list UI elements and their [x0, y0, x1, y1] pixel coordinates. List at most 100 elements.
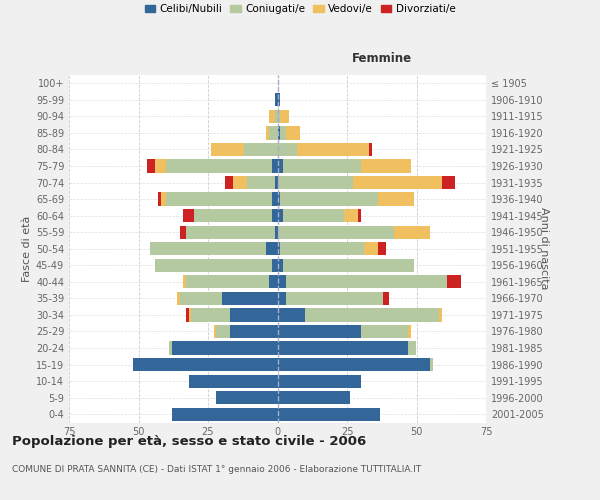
Bar: [244, 143, 277, 156]
Bar: [149, 242, 266, 256]
Bar: [155, 160, 166, 172]
Bar: [161, 192, 166, 205]
Bar: [275, 226, 277, 239]
Bar: [183, 275, 186, 288]
Bar: [272, 209, 277, 222]
Bar: [383, 292, 389, 305]
Bar: [186, 275, 269, 288]
Bar: [358, 209, 361, 222]
Bar: [269, 110, 275, 123]
Bar: [286, 292, 383, 305]
Bar: [277, 176, 353, 189]
Text: Femmine: Femmine: [352, 52, 412, 64]
Bar: [158, 192, 161, 205]
Bar: [147, 160, 155, 172]
Bar: [194, 209, 272, 222]
Bar: [186, 308, 188, 322]
Bar: [272, 160, 277, 172]
Bar: [277, 342, 408, 354]
Bar: [280, 192, 377, 205]
Bar: [361, 160, 411, 172]
Bar: [169, 342, 172, 354]
Bar: [277, 391, 350, 404]
Bar: [280, 242, 364, 256]
Legend: Celibi/Nubili, Coniugati/e, Vedovi/e, Divorziati/e: Celibi/Nubili, Coniugati/e, Vedovi/e, Di…: [140, 0, 460, 18]
Bar: [305, 308, 439, 322]
Bar: [277, 192, 280, 205]
Bar: [166, 160, 272, 172]
Bar: [286, 126, 300, 140]
Bar: [277, 258, 283, 272]
Bar: [166, 192, 272, 205]
Bar: [191, 308, 230, 322]
Bar: [266, 126, 269, 140]
Bar: [277, 292, 286, 305]
Bar: [283, 209, 344, 222]
Bar: [394, 226, 430, 239]
Bar: [247, 176, 275, 189]
Bar: [183, 209, 194, 222]
Bar: [283, 160, 361, 172]
Bar: [230, 308, 277, 322]
Bar: [361, 325, 408, 338]
Bar: [280, 126, 286, 140]
Bar: [269, 126, 277, 140]
Bar: [286, 275, 447, 288]
Bar: [364, 242, 377, 256]
Bar: [272, 192, 277, 205]
Bar: [277, 242, 280, 256]
Bar: [277, 226, 394, 239]
Bar: [430, 358, 433, 371]
Bar: [133, 358, 277, 371]
Bar: [408, 342, 416, 354]
Bar: [188, 374, 277, 388]
Bar: [344, 209, 358, 222]
Bar: [211, 143, 244, 156]
Bar: [447, 275, 461, 288]
Bar: [408, 325, 411, 338]
Bar: [277, 275, 286, 288]
Bar: [277, 325, 361, 338]
Bar: [277, 308, 305, 322]
Bar: [214, 325, 217, 338]
Bar: [297, 143, 369, 156]
Bar: [230, 325, 277, 338]
Bar: [180, 292, 222, 305]
Bar: [283, 258, 414, 272]
Bar: [217, 391, 277, 404]
Bar: [442, 176, 455, 189]
Bar: [439, 308, 442, 322]
Bar: [178, 292, 180, 305]
Bar: [275, 93, 277, 106]
Bar: [275, 176, 277, 189]
Bar: [275, 110, 277, 123]
Bar: [266, 242, 277, 256]
Bar: [277, 408, 380, 421]
Bar: [188, 308, 191, 322]
Bar: [277, 374, 361, 388]
Bar: [277, 110, 280, 123]
Bar: [272, 258, 277, 272]
Bar: [269, 275, 277, 288]
Bar: [172, 342, 277, 354]
Bar: [172, 408, 277, 421]
Bar: [369, 143, 372, 156]
Bar: [222, 292, 277, 305]
Bar: [186, 226, 275, 239]
Bar: [377, 242, 386, 256]
Bar: [377, 192, 414, 205]
Bar: [155, 258, 272, 272]
Bar: [180, 226, 186, 239]
Bar: [280, 110, 289, 123]
Bar: [277, 358, 430, 371]
Bar: [277, 126, 280, 140]
Y-axis label: Anni di nascita: Anni di nascita: [539, 208, 549, 290]
Text: COMUNE DI PRATA SANNITA (CE) - Dati ISTAT 1° gennaio 2006 - Elaborazione TUTTITA: COMUNE DI PRATA SANNITA (CE) - Dati ISTA…: [12, 465, 421, 474]
Bar: [277, 93, 280, 106]
Bar: [353, 176, 442, 189]
Bar: [277, 143, 297, 156]
Bar: [224, 176, 233, 189]
Text: Popolazione per età, sesso e stato civile - 2006: Popolazione per età, sesso e stato civil…: [12, 435, 366, 448]
Bar: [217, 325, 230, 338]
Bar: [277, 160, 283, 172]
